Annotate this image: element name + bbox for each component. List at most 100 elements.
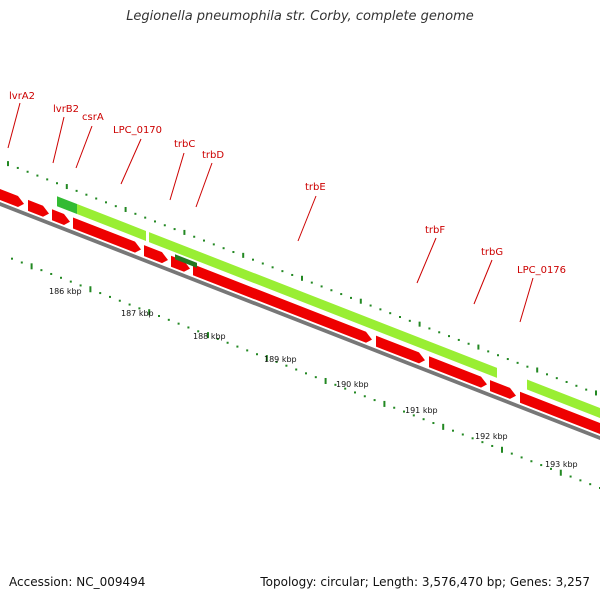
outer-tick: [477, 344, 480, 350]
outer-tick: [516, 361, 519, 364]
inner-tick: [550, 467, 552, 470]
outer-tick: [369, 304, 372, 307]
outer-tick: [16, 166, 19, 169]
gene-label: trbD: [202, 150, 224, 161]
reverse-gene-arrow: [193, 264, 372, 343]
outer-tick: [163, 224, 166, 227]
inner-tick: [177, 322, 180, 325]
inner-tick: [207, 332, 209, 339]
outer-tick: [7, 161, 9, 167]
outer-tick: [467, 342, 470, 345]
inner-tick: [442, 423, 445, 430]
outer-tick: [585, 388, 588, 391]
scale-label: 190 kbp: [336, 380, 369, 389]
scale-label: 191 kbp: [405, 406, 438, 415]
outer-tick: [506, 358, 509, 361]
inner-tick: [40, 269, 43, 272]
outer-tick: [340, 293, 343, 296]
outer-tick: [75, 189, 78, 192]
inner-tick: [60, 276, 62, 279]
forward-gene-block: [77, 204, 146, 241]
forward-gene-block: [149, 232, 497, 378]
inner-tick: [138, 307, 141, 310]
outer-tick: [379, 308, 382, 311]
inner-tick: [256, 353, 258, 356]
outer-tick: [193, 235, 196, 238]
forward-strand-track: [57, 196, 600, 418]
gene-leader-line: [169, 152, 185, 201]
inner-tick: [363, 395, 366, 398]
inner-tick: [589, 483, 592, 486]
inner-tick: [412, 414, 415, 417]
outer-tick: [261, 262, 264, 265]
inner-tick: [118, 299, 121, 302]
inner-tick: [491, 444, 494, 447]
outer-tick: [536, 367, 539, 373]
reverse-gene-arrow: [490, 380, 516, 399]
outer-tick: [203, 239, 205, 242]
outer-tick: [154, 220, 156, 223]
inner-tick: [354, 391, 356, 394]
outer-tick: [546, 373, 548, 376]
inner-tick: [403, 410, 405, 413]
genome-summary-text: Topology: circular; Length: 3,576,470 bp…: [260, 575, 590, 589]
inner-tick: [383, 400, 386, 407]
inner-tick: [69, 280, 72, 283]
inner-tick: [11, 257, 13, 260]
outer-tick: [320, 285, 323, 288]
outer-tick: [222, 247, 225, 250]
outer-tick: [144, 216, 147, 219]
outer-tick: [242, 252, 245, 258]
reverse-gene-arrow: [73, 217, 141, 253]
gene-leader-line: [297, 195, 317, 242]
reverse-gene-arrow: [520, 391, 600, 434]
outer-tick: [438, 331, 441, 334]
outer-tick: [212, 243, 215, 246]
inner-tick: [50, 272, 53, 275]
outer-tick: [36, 174, 39, 177]
inner-tick: [501, 446, 503, 453]
inner-tick: [373, 399, 376, 402]
forward-gene-block: [57, 196, 77, 215]
gene-label: trbF: [425, 225, 445, 236]
reverse-strand-track: [0, 189, 600, 434]
inner-tick: [20, 261, 23, 264]
gene-leader-line: [52, 116, 65, 164]
forward-gene-block: [527, 379, 600, 418]
outer-tick: [134, 212, 137, 215]
forward-gene-block: [175, 254, 197, 268]
scale-label: 186 kbp: [49, 287, 82, 296]
gene-leader-line: [519, 277, 534, 323]
gene-label: lvrA2: [9, 91, 35, 102]
outer-tick: [56, 182, 58, 185]
inner-tick: [305, 372, 307, 375]
outer-tick: [330, 289, 333, 292]
reverse-gene-arrow: [376, 335, 425, 364]
gene-label: trbG: [481, 247, 503, 258]
reverse-gene-arrow: [171, 255, 190, 272]
inner-tick: [422, 418, 425, 421]
outer-tick: [575, 384, 578, 387]
inner-tick: [569, 475, 572, 478]
inner-tick: [128, 303, 131, 306]
reverse-gene-arrow: [0, 189, 24, 208]
scale-label-group: 186 kbp 187 kbp 188 kbp 189 kbp 190 kbp 191 k…: [49, 287, 578, 469]
inner-tick: [344, 387, 347, 390]
inner-tick: [226, 341, 229, 344]
outer-tick: [46, 178, 49, 181]
inner-tick: [187, 326, 190, 329]
scale-label: 188 kbp: [193, 332, 226, 341]
scale-label: 189 kbp: [264, 355, 297, 364]
gene-label: LPC_0170: [113, 125, 162, 136]
outer-tick: [497, 354, 499, 357]
inner-tick: [89, 286, 92, 293]
inner-tick: [275, 360, 278, 363]
reverse-gene-arrow: [52, 209, 70, 225]
inner-tick: [540, 464, 543, 467]
inner-tick: [334, 383, 337, 386]
outer-tick: [359, 298, 362, 304]
reverse-gene-arrow: [28, 199, 49, 217]
inner-tick: [432, 422, 435, 425]
